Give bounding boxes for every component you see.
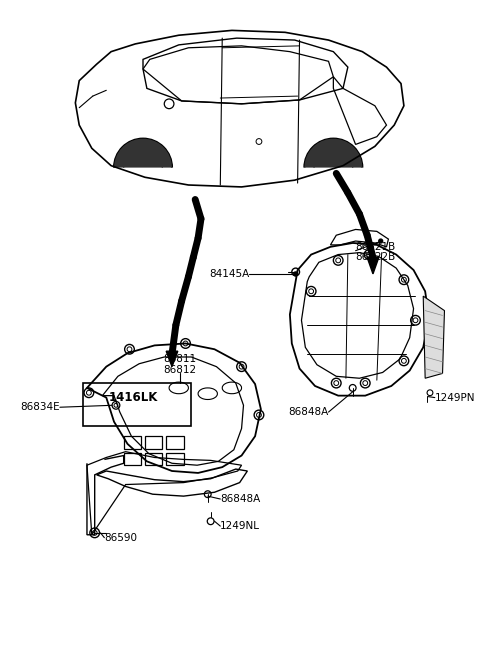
Text: 86848A: 86848A: [220, 494, 261, 504]
Polygon shape: [304, 138, 362, 167]
Polygon shape: [367, 257, 379, 274]
Text: 1249NL: 1249NL: [220, 521, 260, 531]
Circle shape: [294, 272, 298, 276]
Text: 86821B: 86821B: [356, 242, 396, 252]
Bar: [145, 453, 162, 465]
Text: 84145A: 84145A: [209, 269, 249, 279]
Bar: [124, 436, 141, 449]
Text: 1416LK: 1416LK: [108, 391, 158, 404]
Text: 86848A: 86848A: [288, 407, 328, 417]
Bar: [83, 383, 192, 426]
Bar: [145, 436, 162, 449]
Bar: [124, 453, 141, 465]
Text: 86822B: 86822B: [356, 253, 396, 262]
Bar: [166, 436, 183, 449]
Text: 86812: 86812: [163, 365, 196, 375]
Polygon shape: [166, 351, 178, 367]
Circle shape: [379, 239, 383, 243]
Text: 1249PN: 1249PN: [435, 392, 475, 403]
Polygon shape: [114, 138, 172, 167]
Text: 86590: 86590: [104, 533, 137, 543]
Text: 86834E: 86834E: [20, 402, 60, 412]
Text: 86811: 86811: [163, 354, 196, 364]
Bar: [166, 453, 183, 465]
Polygon shape: [423, 296, 444, 379]
